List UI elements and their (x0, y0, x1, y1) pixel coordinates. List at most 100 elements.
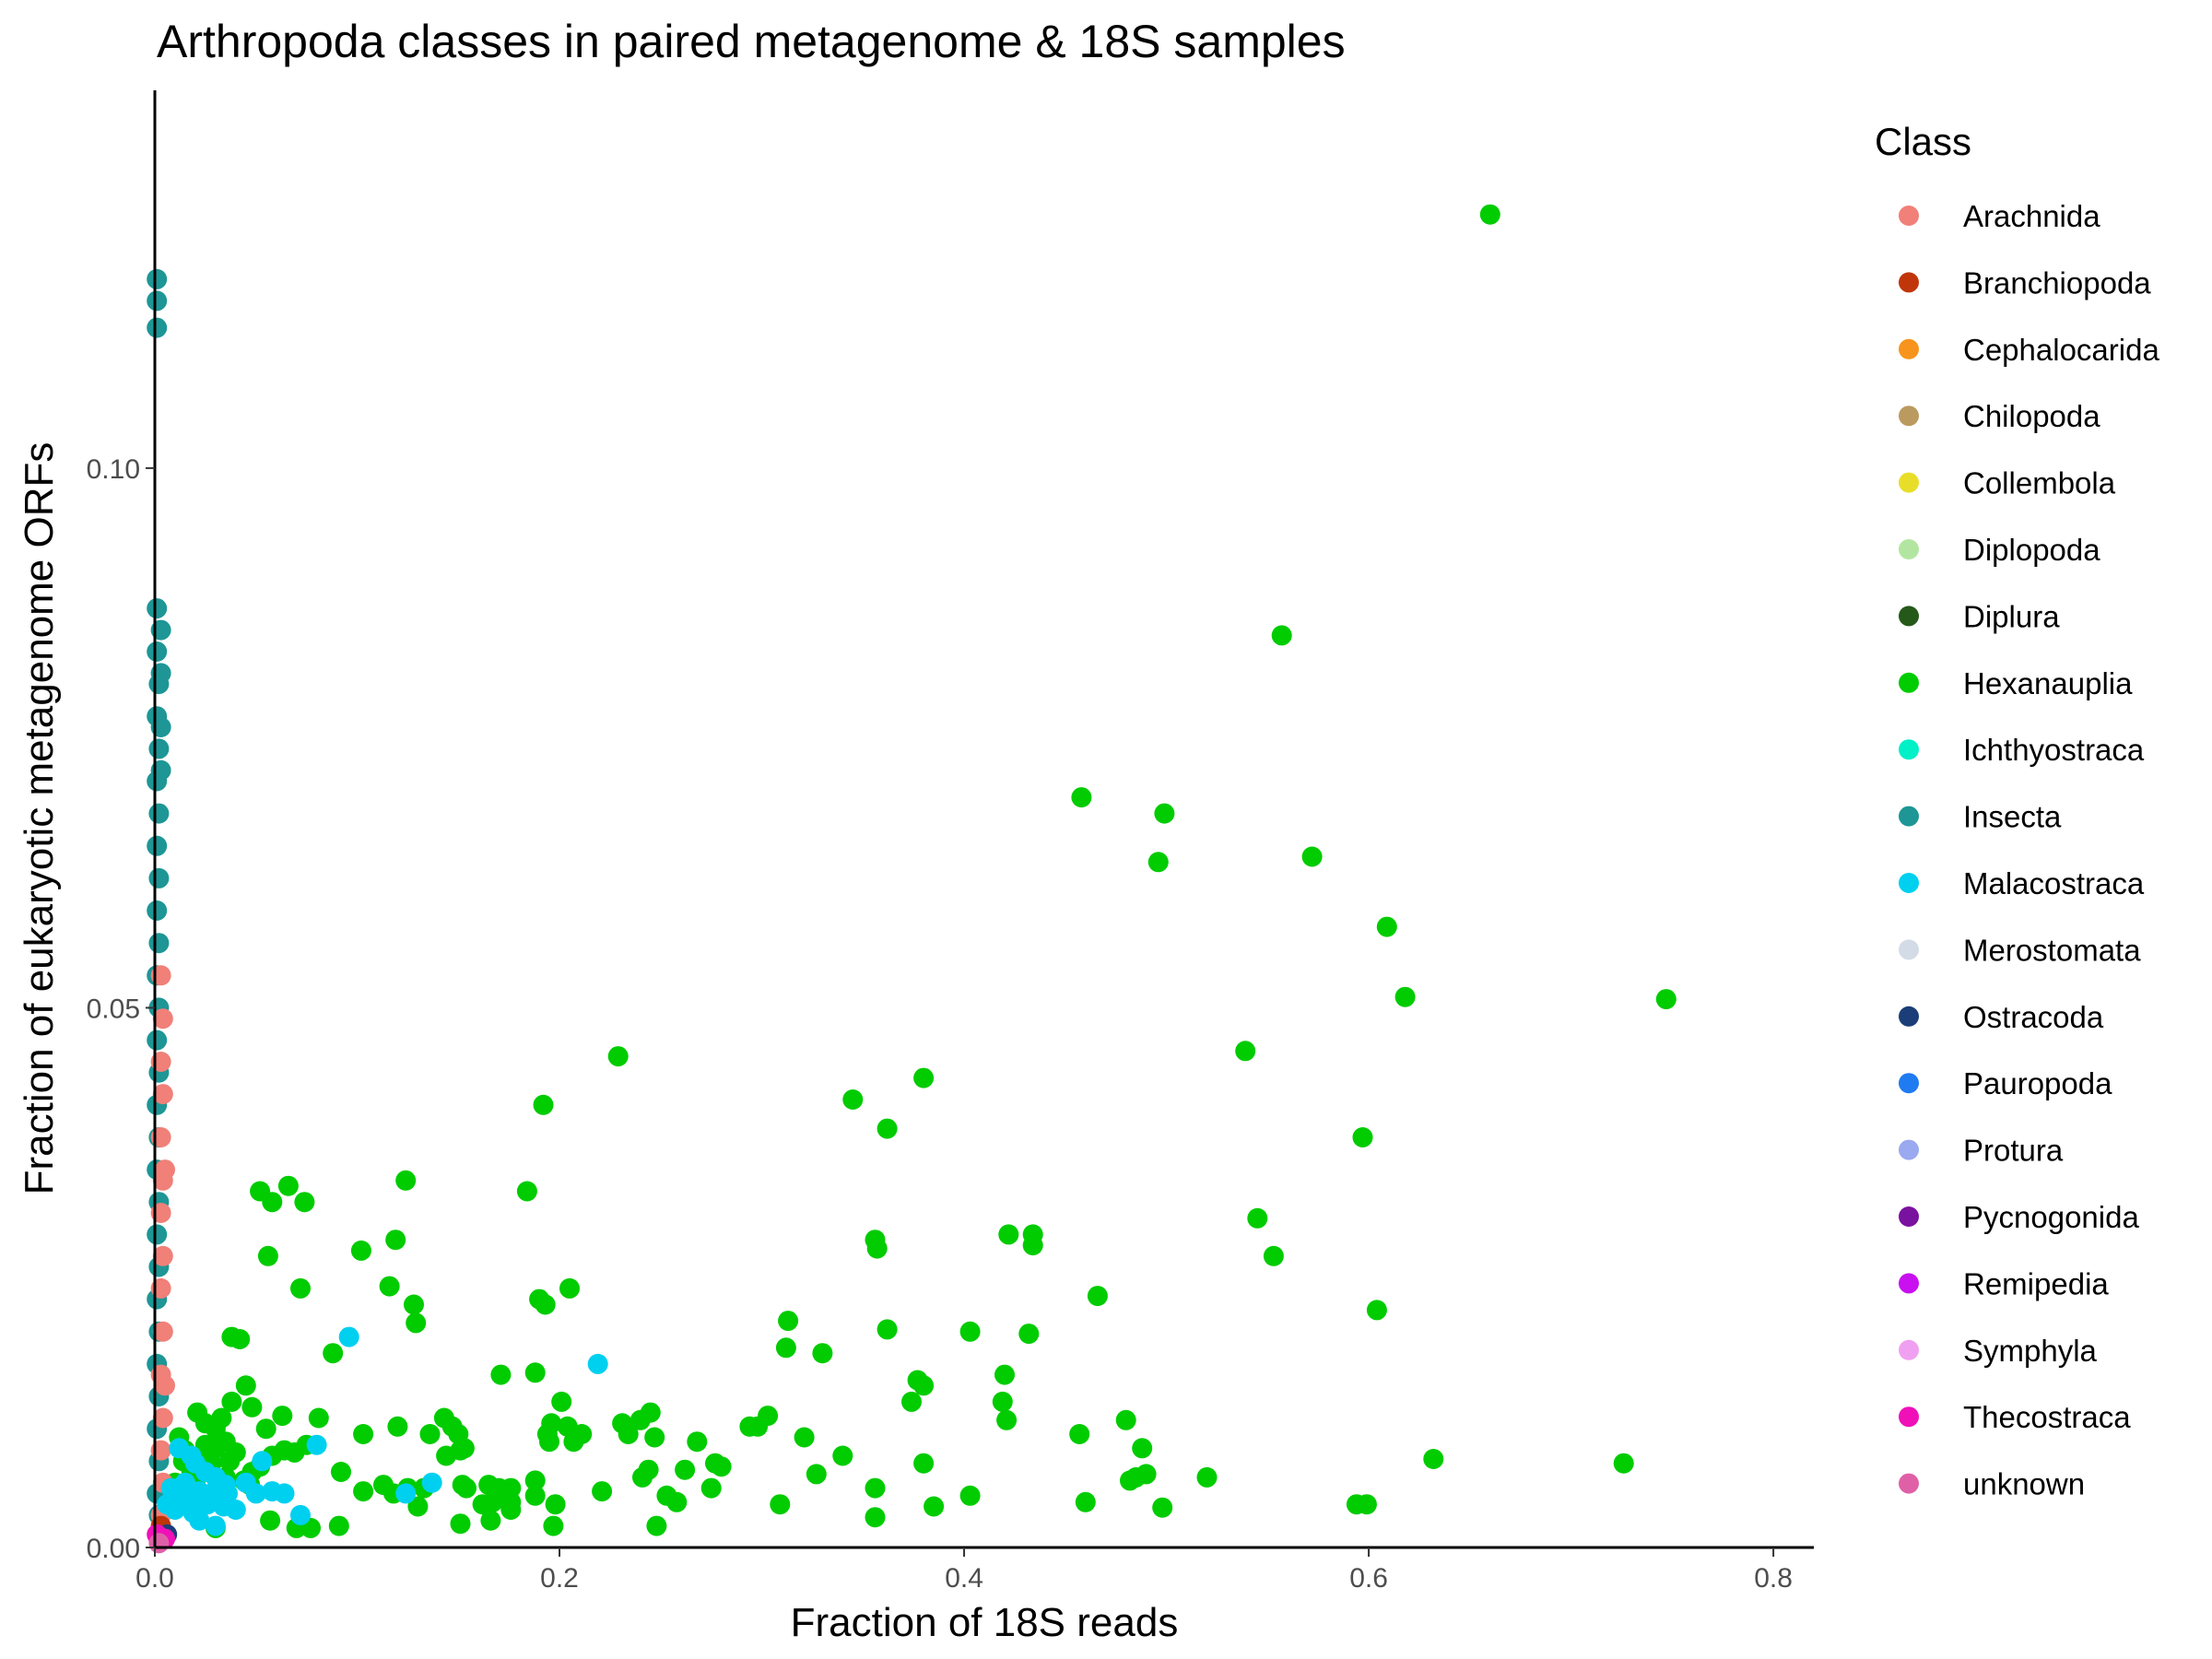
point-hexanauplia (1613, 1453, 1634, 1474)
point-hexanauplia (675, 1459, 696, 1480)
point-hexanauplia (480, 1510, 501, 1531)
point-malacostraca (189, 1510, 210, 1531)
point-hexanauplia (1247, 1207, 1268, 1229)
point-malacostraca (306, 1434, 327, 1455)
point-malacostraca (252, 1451, 273, 1472)
point-hexanauplia (524, 1362, 546, 1383)
legend-label: Insecta (1963, 800, 2062, 834)
legend-label: Pycnogonida (1963, 1200, 2139, 1234)
point-hexanauplia (229, 1329, 251, 1349)
legend-label: Protura (1963, 1134, 2064, 1168)
point-hexanauplia (290, 1277, 311, 1299)
y-axis-title: Fraction of eukaryotic metagenome ORFs (17, 442, 62, 1195)
point-hexanauplia (832, 1445, 853, 1466)
point-hexanauplia (700, 1477, 722, 1499)
point-hexanauplia (959, 1321, 981, 1342)
point-hexanauplia (241, 1396, 263, 1418)
point-hexanauplia (794, 1427, 815, 1448)
point-malacostraca (160, 1477, 182, 1499)
point-hexanauplia (877, 1319, 898, 1340)
legend-title: Class (1875, 120, 1971, 163)
point-hexanauplia (1366, 1300, 1387, 1321)
point-arachnida (155, 1375, 175, 1396)
chart-title: Arthropoda classes in paired metagenome … (157, 16, 1346, 67)
legend-label: Pauropoda (1963, 1066, 2112, 1100)
point-hexanauplia (284, 1441, 305, 1463)
legend-key-pycnogonida (1899, 1206, 1919, 1227)
point-hexanauplia (994, 1364, 1015, 1385)
point-hexanauplia (687, 1431, 708, 1453)
point-hexanauplia (194, 1413, 216, 1434)
point-hexanauplia (294, 1192, 315, 1213)
point-hexanauplia (992, 1391, 1013, 1412)
point-malacostraca (421, 1472, 442, 1493)
point-hexanauplia (646, 1515, 667, 1536)
point-hexanauplia (666, 1491, 688, 1512)
point-hexanauplia (812, 1343, 833, 1364)
point-hexanauplia (524, 1485, 546, 1506)
x-axis-ticks: 0.0 0.2 0.4 0.6 0.8 (135, 1547, 1793, 1594)
point-insecta (147, 835, 168, 856)
point-malacostraca (274, 1483, 295, 1504)
point-hexanauplia (1271, 625, 1292, 646)
point-malacostraca (587, 1353, 608, 1374)
y-axis-ticks: 0.00 0.05 0.10 (87, 454, 155, 1564)
point-hexanauplia (996, 1409, 1018, 1430)
point-hexanauplia (1132, 1438, 1153, 1459)
point-hexanauplia (272, 1406, 293, 1427)
point-hexanauplia (385, 1230, 406, 1251)
legend-key-protura (1899, 1139, 1919, 1160)
legend-key-insecta (1899, 806, 1919, 827)
point-hexanauplia (747, 1416, 769, 1437)
x-axis-title: Fraction of 18S reads (791, 1600, 1179, 1645)
point-hexanauplia (235, 1375, 256, 1396)
point-hexanauplia (1152, 1497, 1173, 1518)
legend-label: Merostomata (1963, 933, 2141, 967)
point-hexanauplia (1022, 1235, 1043, 1256)
point-malacostraca (205, 1515, 226, 1536)
point-hexanauplia (551, 1391, 572, 1412)
point-unknown (148, 1533, 170, 1554)
point-hexanauplia (998, 1224, 1019, 1245)
point-malacostraca (245, 1483, 266, 1504)
point-hexanauplia (472, 1494, 493, 1515)
point-hexanauplia (865, 1477, 886, 1499)
legend-key-merostomata (1899, 939, 1919, 960)
point-hexanauplia (1376, 916, 1397, 937)
point-malacostraca (225, 1500, 246, 1520)
point-hexanauplia (260, 1510, 281, 1531)
point-hexanauplia (419, 1424, 441, 1444)
point-hexanauplia (592, 1481, 613, 1502)
point-hexanauplia (959, 1485, 981, 1506)
legend-key-unknown (1899, 1473, 1919, 1494)
legend: Class Arachnida Branchiopoda Cephalocarida… (1875, 120, 2159, 1501)
point-hexanauplia (1154, 803, 1175, 824)
legend-label: Collembola (1963, 466, 2116, 500)
point-arachnida (152, 1321, 173, 1342)
legend-key-cephalocarida (1899, 338, 1919, 359)
legend-key-symphyla (1899, 1339, 1919, 1360)
point-hexanauplia (323, 1343, 344, 1364)
point-hexanauplia (404, 1294, 424, 1315)
point-hexanauplia (277, 1175, 299, 1196)
point-hexanauplia (1655, 989, 1677, 1010)
point-insecta (147, 268, 168, 289)
point-hexanauplia (406, 1312, 427, 1334)
legend-label: Diplura (1963, 599, 2060, 633)
point-hexanauplia (1071, 787, 1092, 808)
point-hexanauplia (500, 1477, 522, 1499)
legend-key-pauropoda (1899, 1073, 1919, 1094)
y-tick-label: 0.10 (87, 454, 140, 485)
point-hexanauplia (877, 1118, 898, 1139)
point-insecta (148, 803, 170, 824)
point-insecta (147, 641, 168, 662)
point-hexanauplia (387, 1416, 408, 1437)
point-hexanauplia (775, 1337, 796, 1359)
x-tick-label: 0.4 (945, 1563, 983, 1594)
legend-key-branchiopoda (1899, 272, 1919, 293)
point-hexanauplia (644, 1427, 665, 1448)
point-hexanauplia (1235, 1041, 1256, 1062)
point-hexanauplia (524, 1470, 546, 1491)
legend-key-diplura (1899, 606, 1919, 627)
